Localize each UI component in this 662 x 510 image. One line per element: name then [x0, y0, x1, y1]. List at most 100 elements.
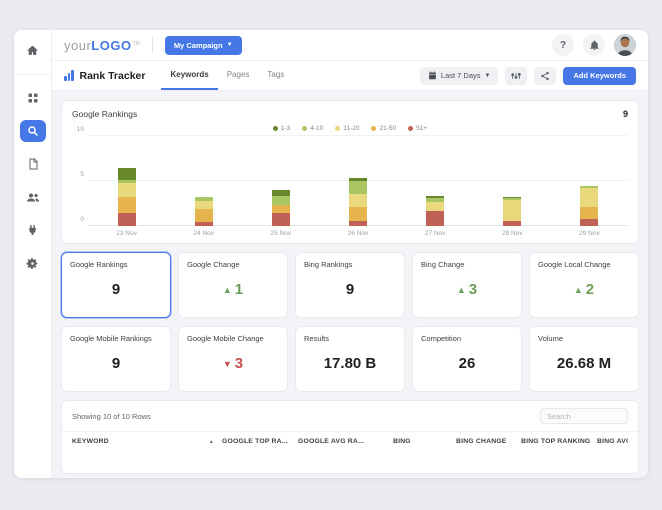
my-campaign-button[interactable]: My Campaign ▼	[164, 35, 242, 55]
help-button[interactable]: ?	[552, 34, 574, 56]
bar-segment-51+[interactable]	[503, 220, 522, 226]
bar-segment-11-20[interactable]	[503, 199, 522, 221]
column-header-bing-change[interactable]: BING CHANGE	[456, 438, 507, 445]
column-header-google-avg-ranking[interactable]: GOOGLE AVG RA...	[298, 438, 365, 445]
google-rankings-chart-panel: Google Rankings 9 1-3 4-10 11-20 21-50 51+ 0…	[61, 100, 639, 244]
stacked-bar[interactable]	[580, 185, 599, 226]
chevron-down-icon: ▼	[226, 42, 233, 48]
page-title: Rank Tracker	[79, 69, 146, 82]
bar-segment-4-10[interactable]	[117, 180, 136, 183]
column-header-bing[interactable]: BING	[393, 438, 411, 445]
column-header-bing-avg-ranking[interactable]: BING AVG	[597, 438, 628, 445]
x-axis-label: 28 Nov	[501, 230, 523, 237]
bar-segment-1-3[interactable]	[503, 197, 522, 199]
logo-trademark: TM	[132, 40, 140, 47]
legend-item-4-10[interactable]: 4-10	[302, 125, 323, 132]
legend-item-1-3[interactable]: 1-3	[272, 125, 290, 132]
search-input[interactable]	[540, 408, 628, 424]
apps-icon[interactable]	[20, 87, 46, 109]
stat-card-bing-rankings[interactable]: Bing Rankings 9	[295, 252, 405, 318]
x-axis-label: 24 Nov	[193, 230, 215, 237]
tab-pages[interactable]: Pages	[226, 70, 250, 79]
bar-segment-1-3[interactable]	[426, 196, 445, 199]
integrations-icon[interactable]	[20, 219, 46, 241]
bar-segment-4-10[interactable]	[271, 196, 290, 206]
home-icon[interactable]	[20, 39, 46, 61]
sidebar	[14, 30, 52, 478]
stat-card-competition[interactable]: Competition 26	[412, 326, 522, 392]
x-axis-label: 26 Nov	[347, 230, 369, 237]
bar-segment-1-3[interactable]	[348, 178, 367, 182]
column-header-bing-top-ranking[interactable]: BING TOP RANKING	[521, 438, 591, 445]
user-avatar[interactable]	[614, 34, 636, 56]
bar-segment-51+[interactable]	[117, 212, 136, 226]
stat-card-results[interactable]: Results 17.80 B	[295, 326, 405, 392]
stacked-bar[interactable]	[194, 197, 213, 226]
legend-dot	[371, 126, 377, 131]
legend-dot	[408, 126, 414, 131]
legend-item-51+[interactable]: 51+	[408, 125, 427, 132]
bar-segment-11-20[interactable]	[580, 188, 599, 208]
bar-segment-11-20[interactable]	[426, 201, 445, 211]
grid-line	[88, 135, 628, 136]
share-button[interactable]	[534, 66, 557, 85]
bar-segment-51+[interactable]	[348, 220, 367, 226]
bar-segment-11-20[interactable]	[348, 193, 367, 208]
stat-card-volume[interactable]: Volume 26.68 M	[529, 326, 639, 392]
report-icon[interactable]	[20, 153, 46, 175]
legend-dot	[302, 126, 308, 131]
chart-plot: 0 5 10	[77, 126, 628, 226]
search-icon[interactable]	[19, 120, 46, 142]
bar-segment-1-3[interactable]	[271, 190, 290, 197]
stacked-bar[interactable]	[426, 196, 445, 226]
bar-segment-4-10[interactable]	[426, 198, 445, 202]
legend-item-11-20[interactable]: 11-20	[335, 125, 359, 132]
stacked-bar[interactable]	[503, 197, 522, 226]
bar-segment-21-50[interactable]	[194, 208, 213, 223]
logo-prefix: your	[64, 37, 92, 53]
tab-tags[interactable]: Tags	[267, 70, 285, 79]
stacked-bar[interactable]	[348, 178, 367, 226]
bar-segment-11-20[interactable]	[194, 200, 213, 209]
column-header-google-top-ranking[interactable]: GOOGLE TOP RA...	[222, 438, 289, 445]
bar-segment-11-20[interactable]	[117, 182, 136, 198]
my-campaign-label: My Campaign	[173, 40, 223, 50]
bar-segment-21-50[interactable]	[117, 197, 136, 213]
table-header-row: KEYWORD ▲ GOOGLE TOP RA... GOOGLE AVG RA…	[62, 431, 638, 451]
bar-segment-1-3[interactable]	[117, 167, 136, 181]
column-header-keyword[interactable]: KEYWORD ▲	[72, 438, 214, 445]
stat-card-google-mobile-change[interactable]: Google Mobile Change 3	[178, 326, 288, 392]
x-axis-label: 27 Nov	[424, 230, 446, 237]
date-range-button[interactable]: Last 7 Days ▼	[419, 66, 499, 85]
filter-button[interactable]	[505, 66, 528, 85]
bar-segment-4-10[interactable]	[194, 197, 213, 201]
tab-keywords[interactable]: Keywords	[161, 61, 218, 90]
bar-segment-21-50[interactable]	[271, 205, 290, 214]
logo[interactable]: your LOGO TM	[64, 38, 140, 53]
stat-card-google-change[interactable]: Google Change 1	[178, 252, 288, 318]
bar-segment-51+[interactable]	[426, 210, 445, 226]
bar-segment-51+[interactable]	[580, 218, 599, 226]
bar-segment-21-50[interactable]	[348, 207, 367, 221]
bar-segment-51+[interactable]	[271, 213, 290, 226]
bar-segment-4-10[interactable]	[503, 198, 522, 200]
bar-segment-51+[interactable]	[194, 222, 213, 226]
bar-segment-21-50[interactable]	[580, 207, 599, 219]
chart-area: 0 5 10 23 Nov 24 Nov 25 Nov 26 Nov 27 Nov 28 No…	[77, 126, 628, 237]
legend-item-21-50[interactable]: 21-50	[371, 125, 396, 132]
stat-card-google-rankings[interactable]: Google Rankings 9	[61, 252, 171, 318]
stat-card-bing-change[interactable]: Bing Change 3	[412, 252, 522, 318]
bar-segment-4-10[interactable]	[348, 181, 367, 194]
x-axis-label: 23 Nov	[116, 230, 137, 237]
clients-icon[interactable]	[20, 186, 46, 208]
main-area: your LOGO TM My Campaign ▼ ?	[52, 30, 648, 478]
stat-card-google-local-change[interactable]: Google Local Change 2	[529, 252, 639, 318]
notifications-button[interactable]	[583, 34, 605, 56]
stat-card-google-mobile-rankings[interactable]: Google Mobile Rankings 9	[61, 326, 171, 392]
bar-segment-4-10[interactable]	[580, 185, 599, 189]
add-keywords-button[interactable]: Add Keywords	[563, 66, 636, 85]
stacked-bar[interactable]	[117, 167, 136, 226]
stacked-bar[interactable]	[271, 190, 290, 226]
settings-icon[interactable]	[20, 252, 46, 274]
legend-dot	[272, 126, 278, 131]
